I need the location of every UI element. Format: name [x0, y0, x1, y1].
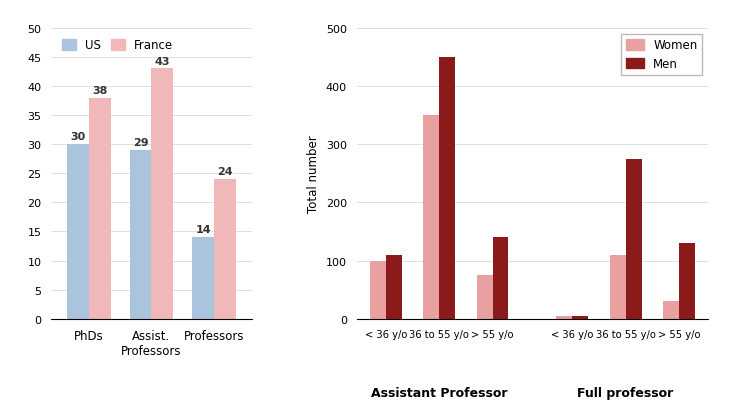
Text: 14: 14 [196, 225, 211, 235]
Text: 24: 24 [218, 167, 233, 177]
Bar [572, 316, 588, 319]
Bar [477, 276, 493, 319]
Bar [386, 255, 402, 319]
Text: Full professor: Full professor [577, 386, 674, 399]
Text: 43: 43 [155, 56, 170, 66]
Bar [66, 145, 89, 319]
Text: 30: 30 [70, 132, 85, 142]
Bar [214, 180, 237, 319]
Bar [89, 98, 111, 319]
Text: 38: 38 [92, 85, 107, 95]
Bar [556, 316, 572, 319]
Y-axis label: Total number: Total number [307, 135, 320, 213]
Bar [423, 116, 439, 319]
Bar [493, 238, 509, 319]
Bar [626, 160, 642, 319]
Legend: US, France: US, France [57, 34, 178, 57]
Bar [439, 58, 456, 319]
Bar [192, 238, 214, 319]
Text: Assistant Professor: Assistant Professor [371, 386, 507, 399]
Bar [679, 243, 695, 319]
Bar [663, 301, 679, 319]
Legend: Women, Men: Women, Men [621, 34, 702, 76]
Bar [129, 151, 152, 319]
Bar [152, 69, 174, 319]
Bar [370, 261, 386, 319]
Bar [610, 255, 626, 319]
Text: 29: 29 [133, 138, 148, 148]
